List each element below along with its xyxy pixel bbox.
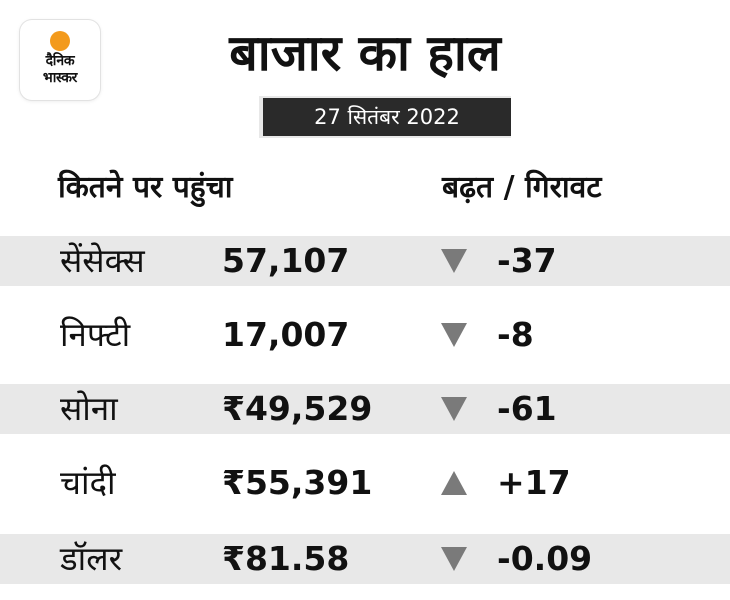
arrow-down-icon <box>441 547 467 571</box>
market-row: निफ्टी 17,007 -8 <box>0 310 730 360</box>
market-change: +17 <box>497 463 571 502</box>
arrow-down-icon <box>441 397 467 421</box>
market-value: 57,107 <box>222 241 350 280</box>
market-change: -37 <box>497 241 557 280</box>
market-row: सेंसेक्स 57,107 -37 <box>0 236 730 286</box>
arrow-down-icon <box>441 323 467 347</box>
arrow-down-icon <box>441 249 467 273</box>
page-title: बाजार का हाल <box>229 24 501 82</box>
market-name: सोना <box>60 389 118 428</box>
logo-text-line2: भास्कर <box>42 70 78 86</box>
market-name: निफ्टी <box>60 315 131 354</box>
market-row: डॉलर ₹81.58 -0.09 <box>0 534 730 584</box>
arrow-up-icon <box>441 471 467 495</box>
logo-text-line1: दैनिक <box>45 53 75 69</box>
column-header-level: कितने पर पहुंचा <box>58 170 233 205</box>
market-value: 17,007 <box>222 315 350 354</box>
market-name: चांदी <box>60 463 116 502</box>
dainik-bhaskar-logo: दैनिक भास्कर <box>20 20 100 100</box>
market-name: सेंसेक्स <box>60 241 145 280</box>
date-badge: 27 सितंबर 2022 <box>263 98 511 136</box>
market-row: सोना ₹49,529 -61 <box>0 384 730 434</box>
market-change: -61 <box>497 389 557 428</box>
column-header-change: बढ़त / गिरावट <box>442 170 602 205</box>
market-row: चांदी ₹55,391 +17 <box>0 458 730 508</box>
market-change: -8 <box>497 315 534 354</box>
market-name: डॉलर <box>60 539 123 578</box>
sun-icon <box>50 31 70 51</box>
market-change: -0.09 <box>497 539 593 578</box>
market-value: ₹81.58 <box>222 539 350 578</box>
market-value: ₹49,529 <box>222 389 373 428</box>
market-value: ₹55,391 <box>222 463 373 502</box>
